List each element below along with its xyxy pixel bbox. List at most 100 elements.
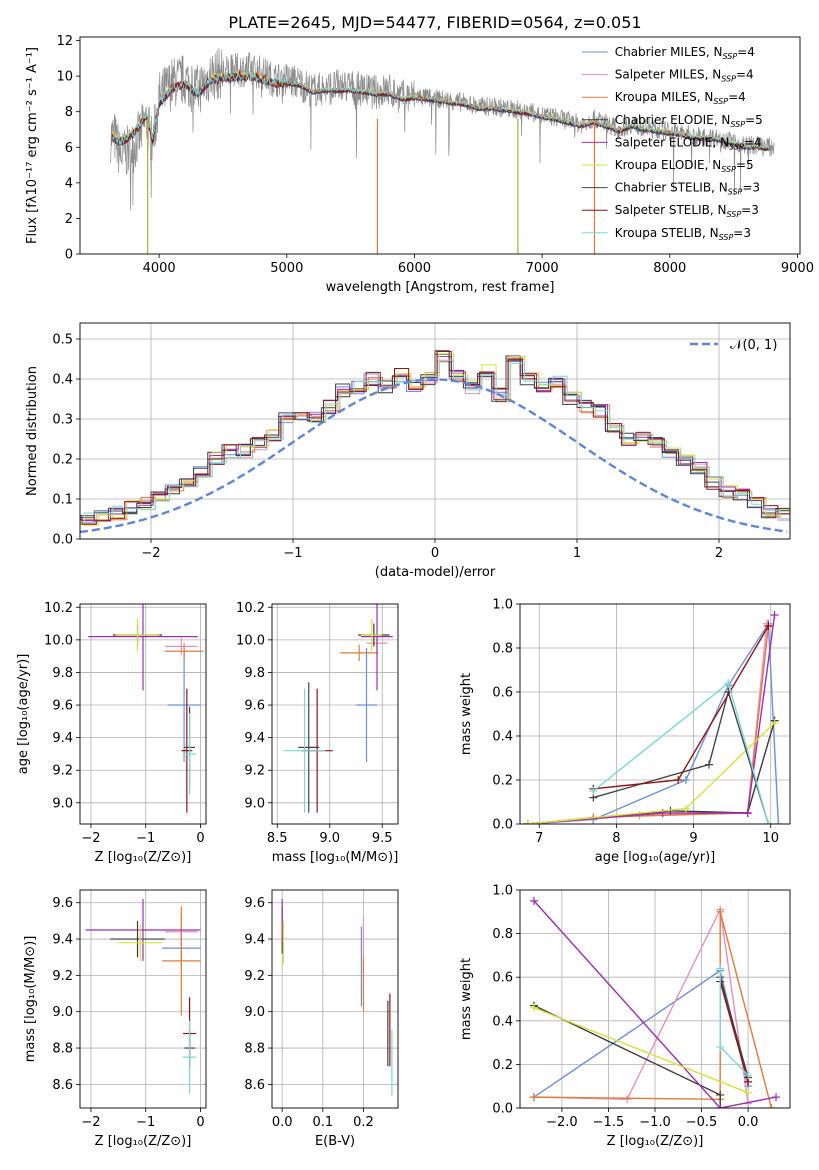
x-axis-label: Z [log₁₀(Z/Z⊙)] bbox=[95, 850, 192, 865]
mass-weight-series-line bbox=[719, 981, 749, 1082]
y-tick-label: 9.0 bbox=[52, 796, 73, 811]
y-tick-label: 0.6 bbox=[492, 971, 513, 986]
legend-entry: Kroupa STELIB, NSSP=3 bbox=[615, 226, 751, 242]
mass-weight-marker bbox=[589, 787, 598, 795]
mass-weight-marker bbox=[774, 820, 783, 824]
mass-weight-marker bbox=[674, 776, 683, 784]
y-tick-label: 1.0 bbox=[492, 598, 513, 613]
mass-weight-series-line bbox=[533, 969, 749, 1098]
error-bar-point bbox=[361, 618, 383, 652]
y-tick-label: 10.0 bbox=[44, 633, 73, 648]
y-tick-label: 8.6 bbox=[52, 1078, 73, 1093]
mass-weight-marker bbox=[744, 1088, 753, 1097]
y-tick-label: 4 bbox=[65, 176, 73, 191]
panels: 4000 5000 6000 7000 8000 9000024681012wavelen… bbox=[16, 34, 814, 1149]
axes-frame bbox=[271, 603, 399, 825]
x-tick-label: 8 bbox=[612, 831, 620, 846]
legend-entry: Salpeter MILES, NSSP=4 bbox=[615, 68, 754, 84]
x-axis-label: age [log₁₀(age/yr)] bbox=[595, 850, 716, 865]
age_vs_Z-panel: −2 −1 0 9.0 9.2 9.4 9.6 9.8 10.0 10.2 Z [log₁₀(Z/Z… bbox=[16, 601, 207, 865]
residual-plot-area bbox=[80, 350, 790, 534]
y-tick-label: 9.4 bbox=[244, 933, 265, 948]
error-bar-point bbox=[164, 638, 198, 655]
error-bar-point bbox=[361, 604, 393, 691]
mass-weight-series-line bbox=[527, 722, 776, 824]
y-tick-label: 0.4 bbox=[492, 730, 513, 745]
y-tick-label: 9.0 bbox=[244, 1005, 265, 1020]
y-tick-label: 9.8 bbox=[244, 666, 265, 681]
mass-weight-marker bbox=[764, 622, 773, 630]
y-tick-label: 0.2 bbox=[492, 1058, 513, 1073]
mass-weight-marker bbox=[716, 964, 725, 973]
x-tick-label: −1 bbox=[136, 1115, 155, 1130]
y-tick-label: 6 bbox=[65, 141, 73, 156]
y-tick-label: 9.8 bbox=[52, 666, 73, 681]
mass-weight-marker bbox=[681, 776, 690, 784]
y-axis-label: age [log₁₀(age/yr)] bbox=[16, 654, 31, 775]
mass-weight-marker bbox=[529, 1093, 538, 1102]
y-tick-label: 10.2 bbox=[44, 601, 73, 616]
legend-entry: Chabrier STELIB, NSSP=3 bbox=[615, 181, 760, 197]
y-tick-label: 9.4 bbox=[244, 731, 265, 746]
mass_vs_Z-panel: −2 −1 0 8.6 8.8 9.0 9.2 9.4 9.6 Z [log₁₀(Z/Z⊙)] ma… bbox=[23, 889, 207, 1149]
weight_vs_age-panel: 7 8 9 10 0.0 0.2 0.4 0.6 0.8 1.0 age [log₁₀(age/yr… bbox=[459, 598, 791, 865]
x-tick-label: −1 bbox=[283, 546, 302, 561]
x-tick-label: −1.5 bbox=[593, 1115, 625, 1130]
x-tick-label: 9.0 bbox=[319, 831, 340, 846]
mass-weight-marker bbox=[716, 1104, 725, 1108]
error-bar-point bbox=[167, 648, 201, 763]
mass-weight-marker bbox=[724, 679, 733, 688]
mass-weight-marker bbox=[767, 1104, 776, 1108]
y-tick-label: 8 bbox=[65, 105, 73, 120]
mass-weight-marker bbox=[716, 1090, 725, 1099]
weight_vs_Z-plot-area bbox=[529, 896, 781, 1108]
y-tick-label: 1.0 bbox=[492, 884, 513, 899]
y-tick-label: 10 bbox=[56, 70, 73, 85]
axes-frame bbox=[519, 889, 791, 1109]
x-tick-label: 2 bbox=[715, 546, 723, 561]
x-tick-label: 0.0 bbox=[272, 1115, 293, 1130]
error-bar-point bbox=[340, 644, 379, 662]
x-tick-label: 9.5 bbox=[372, 831, 393, 846]
axes-frame bbox=[271, 889, 399, 1109]
error-bar-point bbox=[88, 604, 198, 691]
y-tick-label: 9.6 bbox=[244, 699, 265, 714]
x-axis-label: E(B-V) bbox=[315, 1134, 355, 1149]
y-axis-label: mass [log₁₀(M/M⊙)] bbox=[23, 936, 38, 1063]
x-tick-label: 0.2 bbox=[353, 1115, 374, 1130]
mass-weight-series-line bbox=[527, 625, 770, 824]
model-spectrum-line bbox=[111, 70, 770, 151]
normal-distribution-line bbox=[80, 378, 788, 534]
error-bar-point bbox=[118, 924, 163, 961]
mass-weight-marker bbox=[529, 896, 538, 905]
x-tick-label: 6000 bbox=[398, 261, 431, 276]
x-axis-label: Z [log₁₀(Z/Z⊙)] bbox=[607, 1134, 704, 1149]
x-tick-label: 7000 bbox=[526, 261, 559, 276]
mass-weight-series-line bbox=[527, 623, 768, 824]
y-tick-label: 0.8 bbox=[492, 642, 513, 657]
y-axis-label: mass weight bbox=[459, 958, 474, 1040]
x-tick-label: 0.1 bbox=[312, 1115, 333, 1130]
y-tick-label: 0.6 bbox=[492, 686, 513, 701]
error-bar-point bbox=[182, 713, 197, 795]
y-tick-label: 8.8 bbox=[52, 1042, 73, 1057]
y-tick-label: 9.0 bbox=[52, 1005, 73, 1020]
x-tick-label: −2 bbox=[141, 546, 160, 561]
error-bar-point bbox=[110, 920, 165, 958]
mass-weight-marker bbox=[770, 611, 779, 619]
y-tick-label: 0.3 bbox=[52, 413, 73, 428]
y-tick-label: 0.0 bbox=[52, 533, 73, 548]
mass-weight-series-line bbox=[533, 900, 777, 1108]
y-axis-label: Normed distribution bbox=[25, 366, 40, 496]
x-tick-label: 9 bbox=[689, 831, 697, 846]
y-axis-label: mass weight bbox=[459, 673, 474, 755]
mass-weight-marker bbox=[523, 820, 532, 824]
y-tick-label: 9.6 bbox=[244, 896, 265, 911]
age_vs_mass-plot-area bbox=[283, 604, 393, 813]
figure-title: PLATE=2645, MJD=54477, FIBERID=0564, z=0… bbox=[228, 13, 641, 32]
mass_vs_ebv-plot-area bbox=[281, 899, 393, 1096]
x-tick-label: 0 bbox=[431, 546, 439, 561]
residual-histogram-step bbox=[80, 358, 790, 521]
x-tick-label: −1.0 bbox=[639, 1115, 671, 1130]
